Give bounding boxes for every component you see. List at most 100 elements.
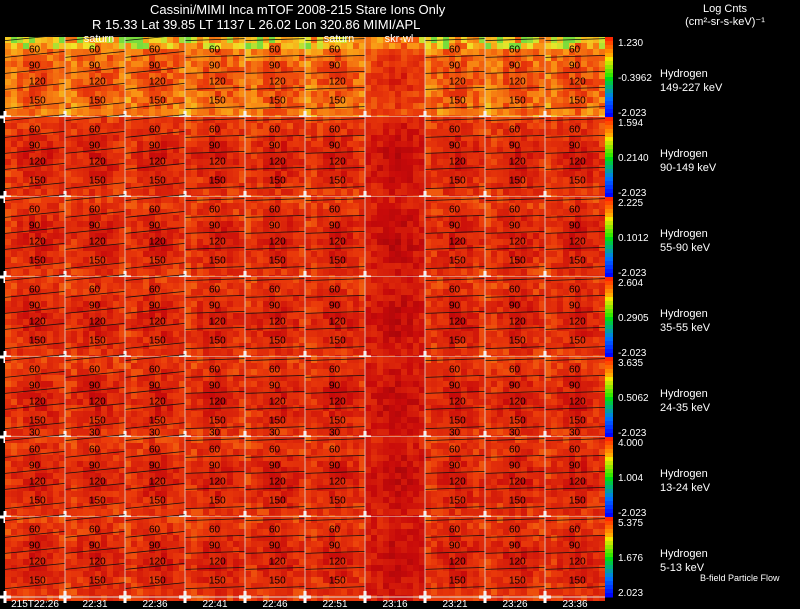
heatmap-cell — [293, 183, 299, 189]
heatmap-cell — [365, 61, 371, 67]
heatmap-cell — [353, 43, 359, 49]
heatmap-cell — [509, 43, 515, 49]
heatmap-cell — [101, 215, 107, 221]
heatmap-cell — [293, 269, 299, 275]
heatmap-cell — [197, 153, 203, 159]
heatmap-cell — [5, 85, 11, 91]
heatmap-cell — [395, 147, 401, 153]
heatmap-cell — [461, 215, 467, 221]
heatmap-cell — [407, 215, 413, 221]
heatmap-cell — [101, 49, 107, 55]
heatmap-cell — [347, 171, 353, 177]
heatmap-cell — [341, 197, 347, 203]
heatmap-cell — [71, 215, 77, 221]
heatmap-cell — [203, 221, 209, 227]
heatmap-cell — [53, 61, 59, 67]
heatmap-cell — [35, 43, 41, 49]
heatmap-cell — [533, 171, 539, 177]
heatmap-cell — [491, 257, 497, 263]
heatmap-cell — [473, 79, 479, 85]
heatmap-cell — [11, 203, 17, 209]
heatmap-cell — [101, 109, 107, 115]
heatmap-cell — [281, 159, 287, 165]
heatmap-cell — [269, 269, 275, 275]
heatmap-cell — [509, 85, 515, 91]
heatmap-cell — [149, 233, 155, 239]
heatmap-cell — [71, 153, 77, 159]
heatmap-cell — [437, 263, 443, 269]
heatmap-cell — [35, 73, 41, 79]
heatmap-cell — [311, 215, 317, 221]
heatmap-cell — [125, 141, 131, 147]
heatmap-cell — [35, 301, 41, 307]
heatmap-cell — [479, 91, 485, 97]
heatmap-cell — [167, 129, 173, 135]
heatmap-cell — [185, 97, 191, 103]
heatmap-cell — [155, 209, 161, 215]
heatmap-cell — [389, 67, 395, 73]
contour-label: 90 — [149, 140, 161, 151]
heatmap-cell — [527, 227, 533, 233]
contour-line — [184, 135, 246, 138]
colorbar-segment — [605, 53, 613, 58]
heatmap-cell — [599, 123, 605, 129]
heatmap-cell — [17, 177, 23, 183]
heatmap-cell — [569, 183, 575, 189]
contour-label: 150 — [149, 176, 166, 187]
heatmap-cell — [23, 85, 29, 91]
colorbar-segment — [605, 261, 613, 266]
heatmap-cell — [11, 135, 17, 141]
heatmap-cell — [71, 337, 77, 343]
heatmap-cell — [101, 183, 107, 189]
heatmap-cell — [287, 177, 293, 183]
heatmap-cell — [251, 159, 257, 165]
heatmap-cell — [119, 67, 125, 73]
heatmap-cell — [539, 135, 545, 141]
heatmap-cell — [593, 79, 599, 85]
heatmap-cell — [395, 197, 401, 203]
heatmap-cell — [593, 263, 599, 269]
heatmap-cell — [191, 61, 197, 67]
heatmap-cell — [215, 141, 221, 147]
heatmap-cell — [35, 129, 41, 135]
heatmap-cell — [89, 109, 95, 115]
heatmap-cell — [149, 189, 155, 195]
heatmap-cell — [431, 141, 437, 147]
heatmap-cell — [557, 49, 563, 55]
heatmap-cell — [71, 109, 77, 115]
heatmap-cell — [533, 117, 539, 123]
energy-label: 55-90 keV — [660, 242, 711, 254]
heatmap-cell — [599, 85, 605, 91]
heatmap-cell — [179, 171, 185, 177]
heatmap-cell — [41, 183, 47, 189]
heatmap-cell — [113, 91, 119, 97]
heatmap-cell — [599, 43, 605, 49]
heatmap-cell — [215, 227, 221, 233]
heatmap-cell — [527, 263, 533, 269]
heatmap-cell — [119, 91, 125, 97]
contour-label: 120 — [29, 156, 46, 167]
heatmap-cell — [533, 197, 539, 203]
heatmap-cell — [497, 209, 503, 215]
heatmap-cell — [551, 263, 557, 269]
heatmap-cell — [275, 141, 281, 147]
heatmap-cell — [257, 135, 263, 141]
contour-label: 60 — [29, 284, 41, 295]
heatmap-cell — [47, 289, 53, 295]
heatmap-cell — [539, 43, 545, 49]
heatmap-cell — [83, 203, 89, 209]
heatmap-cell — [227, 97, 233, 103]
heatmap-cell — [299, 233, 305, 239]
heatmap-cell — [347, 257, 353, 263]
heatmap-cell — [197, 251, 203, 257]
heatmap-cell — [227, 257, 233, 263]
heatmap-cell — [545, 97, 551, 103]
heatmap-cell — [287, 257, 293, 263]
heatmap-cell — [377, 215, 383, 221]
heatmap-cell — [77, 129, 83, 135]
heatmap-cell — [419, 79, 425, 85]
heatmap-cell — [197, 135, 203, 141]
heatmap-cell — [41, 79, 47, 85]
heatmap-cell — [503, 189, 509, 195]
heatmap-cell — [593, 153, 599, 159]
